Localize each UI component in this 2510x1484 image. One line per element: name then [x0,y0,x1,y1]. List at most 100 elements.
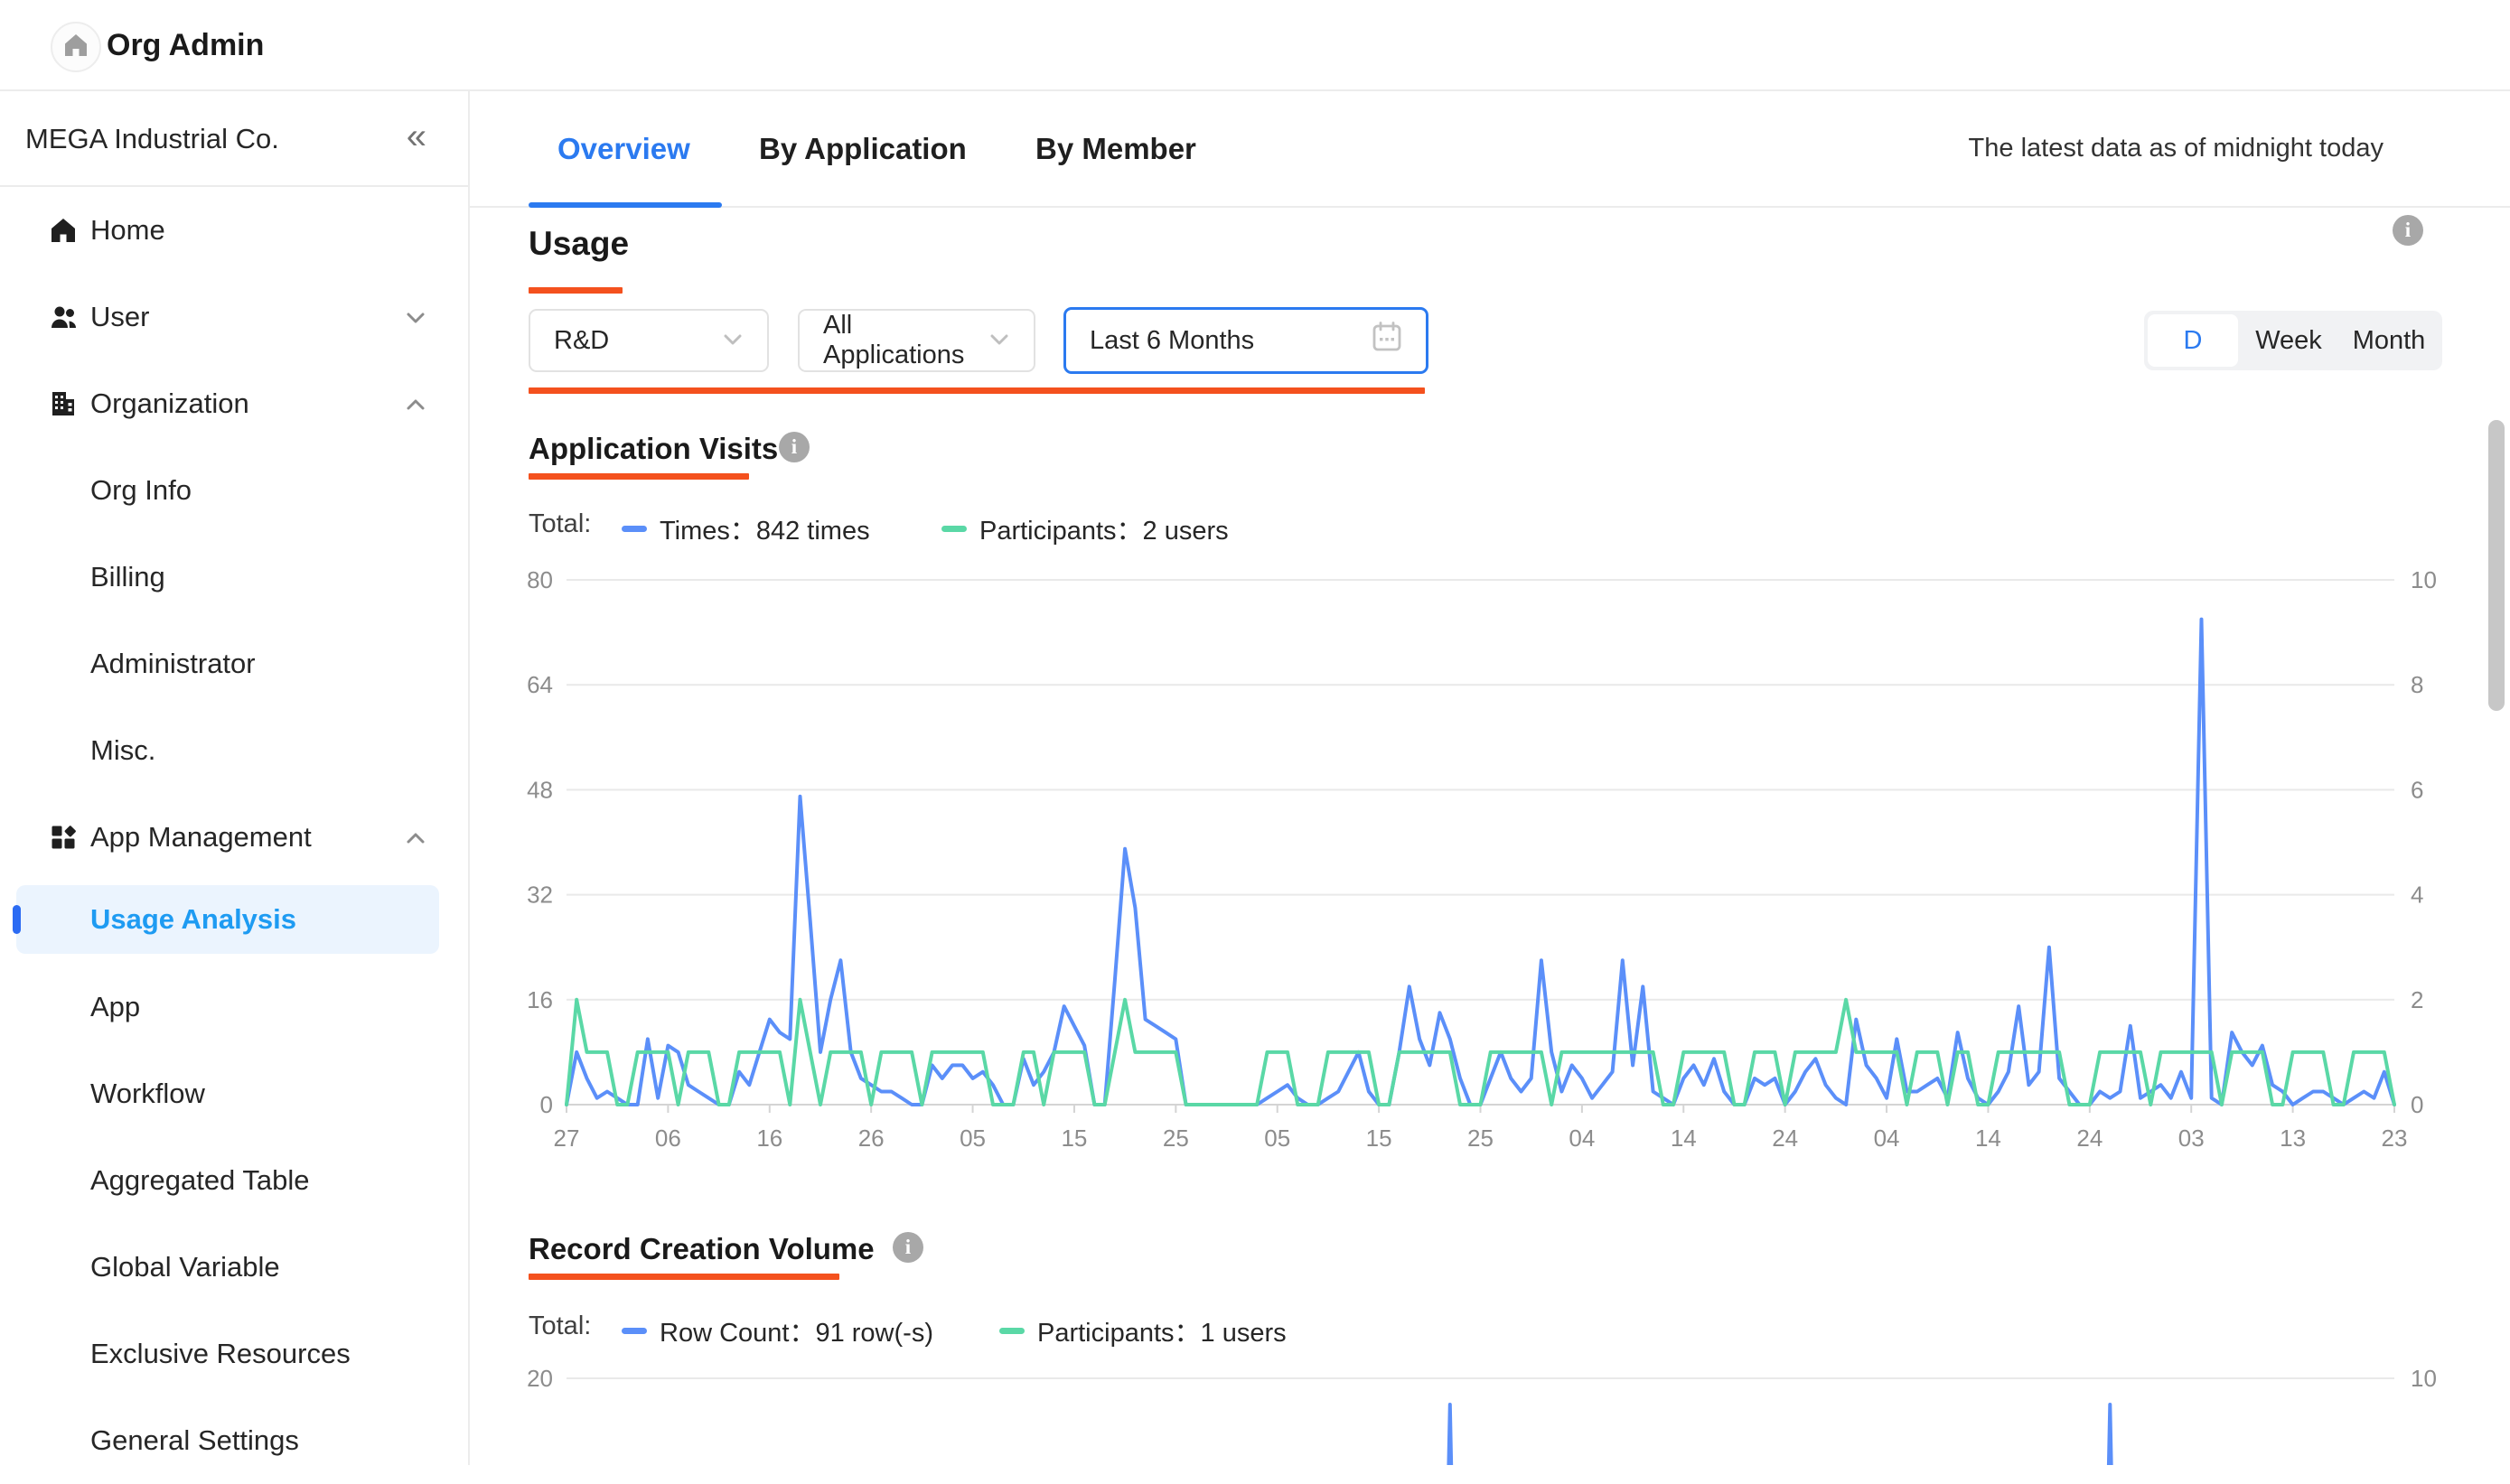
sidebar-item-organization[interactable]: Organization [0,360,468,447]
svg-text:24: 24 [1772,1125,1798,1152]
sidebar-item-app[interactable]: App [0,964,468,1050]
svg-text:4: 4 [2411,882,2423,909]
legend-times: Times：842 times [622,509,870,547]
tab-overview[interactable]: Overview [557,132,690,165]
department-select-value: R&D [554,325,610,355]
sidebar-item-app-management[interactable]: App Management [0,794,468,881]
svg-text:23: 23 [2382,1125,2408,1152]
calendar-icon [1372,321,1402,360]
sidebar-item-org-info[interactable]: Org Info [0,447,468,534]
info-icon[interactable]: i [893,1232,923,1263]
sidebar-item-label: Aggregated Table [90,1164,310,1196]
sidebar-item-label: Workflow [90,1078,205,1109]
svg-text:25: 25 [1163,1125,1189,1152]
svg-text:15: 15 [1061,1125,1087,1152]
sidebar-item-administrator[interactable]: Administrator [0,621,468,707]
sidebar-item-label: App [90,991,141,1022]
sidebar-item-label: Misc. [90,734,156,766]
svg-text:0: 0 [2411,1091,2423,1118]
blue-legend-dash [622,525,647,532]
red-annotation-line [529,387,1425,394]
sidebar-item-billing[interactable]: Billing [0,534,468,621]
vertical-scrollbar-thumb[interactable] [2488,420,2505,711]
svg-text:03: 03 [2178,1125,2205,1152]
toggle-month[interactable]: Month [2352,326,2426,355]
date-range-value: Last 6 Months [1090,325,1255,355]
org-name: MEGA Industrial Co. [25,123,279,154]
svg-text:14: 14 [1671,1125,1697,1152]
svg-text:80: 80 [527,566,553,593]
sidebar-item-usage-analysis[interactable]: Usage Analysis [13,885,439,954]
sidebar-item-global-variable[interactable]: Global Variable [0,1224,468,1311]
legend-row-count: Row Count：91 row(-s) [622,1311,933,1349]
sidebar-item-exclusive-resources[interactable]: Exclusive Resources [0,1311,468,1397]
info-icon[interactable]: i [2393,215,2423,246]
svg-text:27: 27 [554,1125,580,1152]
svg-text:16: 16 [756,1125,782,1152]
svg-text:0: 0 [540,1091,553,1118]
green-legend-dash [941,525,967,532]
sidebar-item-home[interactable]: Home [0,187,468,274]
sidebar-item-user[interactable]: User [0,274,468,360]
tab-by-member[interactable]: By Member [1035,132,1196,165]
tab-bar: Overview By Application By Member The la… [470,91,2510,246]
info-icon[interactable]: i [779,432,810,462]
legend-participants: Participants：1 users [999,1311,1287,1349]
sidebar-item-general-settings[interactable]: General Settings [0,1397,468,1484]
svg-text:13: 13 [2280,1125,2306,1152]
visits-section-title: Application Visits [529,432,779,465]
legend-row-count-text: Row Count：91 row(-s) [660,1319,933,1348]
page-title: Org Admin [107,28,265,62]
date-range-picker[interactable]: Last 6 Months [1063,307,1428,374]
svg-text:20: 20 [527,1365,553,1392]
sidebar-item-label: Usage Analysis [90,903,297,935]
svg-text:32: 32 [527,882,553,909]
usage-section-title: Usage [529,225,630,262]
tab-by-application[interactable]: By Application [759,132,967,165]
records-line-chart: 20 10 [527,1365,2437,1465]
home-icon [50,217,77,248]
active-indicator [13,905,21,934]
svg-text:05: 05 [960,1125,986,1152]
application-select-value: All Applications [823,311,965,369]
app-header: Org Admin [0,0,2510,91]
sidebar-item-aggregated-table[interactable]: Aggregated Table [0,1137,468,1224]
chevron-down-icon [404,306,427,334]
application-select[interactable]: All Applications [798,309,1035,372]
sidebar-item-misc[interactable]: Misc. [0,707,468,794]
collapse-sidebar-icon[interactable]: « [406,117,426,156]
red-annotation-line [529,473,749,480]
toggle-day[interactable]: D [2148,314,2238,367]
latest-data-note: The latest data as of midnight today [1968,134,2384,163]
svg-text:04: 04 [1874,1125,1900,1152]
home-button[interactable] [51,22,101,72]
svg-text:05: 05 [1264,1125,1290,1152]
home-icon [62,32,89,63]
svg-text:6: 6 [2411,776,2423,803]
svg-text:26: 26 [858,1125,885,1152]
svg-text:14: 14 [1975,1125,2001,1152]
legend-times-text: Times：842 times [660,517,870,546]
red-annotation-line [529,1274,839,1280]
main-content: Usage R&D All Applications Last 6 Months… [470,209,2510,1465]
department-select[interactable]: R&D [529,309,769,372]
sidebar-item-workflow[interactable]: Workflow [0,1050,468,1137]
svg-text:16: 16 [527,986,553,1013]
green-legend-dash [999,1327,1025,1334]
sidebar-item-label: Home [90,214,165,246]
building-icon [50,390,77,422]
sidebar-item-label: Administrator [90,648,256,679]
sidebar-item-label: Org Info [90,474,192,506]
sidebar-item-label: General Settings [90,1424,299,1456]
chevron-down-icon [988,326,1010,356]
legend-participants: Participants：2 users [941,509,1229,547]
svg-text:48: 48 [527,776,553,803]
active-tab-underline [529,202,722,208]
svg-text:24: 24 [2076,1125,2103,1152]
sidebar-item-label: Billing [90,561,165,593]
svg-text:06: 06 [655,1125,681,1152]
toggle-week[interactable]: Week [2255,326,2322,355]
legend-participants-text: Participants：2 users [979,517,1229,546]
chevron-down-icon [722,326,744,356]
sidebar-item-label: App Management [90,821,312,853]
